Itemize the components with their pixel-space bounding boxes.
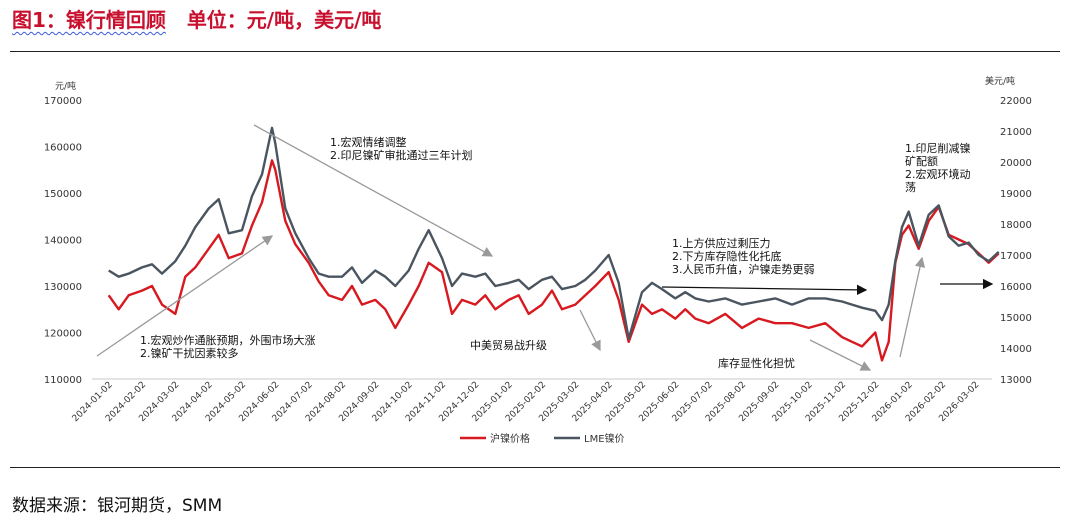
- right-axis-tick: 21000: [1000, 127, 1032, 138]
- annotation-text: 3.人民币升值，沪镍走势更弱: [672, 262, 815, 276]
- top-divider: [10, 51, 1060, 52]
- annotation-text: 库存显性化担忧: [718, 356, 795, 370]
- annotation-arrow: [96, 235, 274, 357]
- left-axis-tick: 140000: [44, 236, 82, 247]
- annotation-text: 2.宏观环境动: [905, 167, 971, 181]
- annotation-text: 1.上方供应过剩压力: [672, 236, 771, 250]
- source-note: 数据来源：银河期货，SMM: [12, 496, 223, 516]
- annotation-text: 2.下方库存隐性化托底: [672, 249, 782, 263]
- right-axis-tick: 22000: [1000, 96, 1032, 107]
- right-axis-tick: 20000: [1000, 158, 1032, 169]
- left-axis-tick: 130000: [44, 282, 82, 293]
- annotation-text: 1.宏观情绪调整: [330, 135, 407, 149]
- bottom-divider: [10, 467, 1060, 468]
- left-axis-tick: 170000: [44, 96, 82, 107]
- left-axis-tick: 110000: [44, 375, 82, 386]
- figure-label: 图1：镍行情回顾: [12, 8, 166, 32]
- annotation-arrow: [253, 124, 494, 257]
- annotation-text: 2.印尼镍矿审批通过三年计划: [330, 148, 473, 162]
- right-axis-tick: 16000: [1000, 282, 1032, 293]
- legend-label: 沪镍价格: [490, 432, 530, 445]
- left-axis-unit: 元/吨: [55, 80, 76, 92]
- annotation-arrow: [899, 256, 926, 358]
- series-line-lme: [108, 126, 1000, 340]
- left-axis-tick: 150000: [44, 189, 82, 200]
- unit-label: 单位：元/吨，美元/吨: [186, 8, 382, 32]
- left-axis-tick: 120000: [44, 329, 82, 340]
- left-axis-tick: 160000: [44, 143, 82, 154]
- figure-title: 图1：镍行情回顾 单位：元/吨，美元/吨: [12, 4, 381, 33]
- annotation-text: 荡: [905, 181, 916, 194]
- right-axis-tick: 13000: [1000, 375, 1032, 386]
- right-axis-tick: 18000: [1000, 220, 1032, 231]
- right-axis-tick: 14000: [1000, 344, 1032, 355]
- annotation-text: 1.宏观炒作通胀预期，外围市场大涨: [140, 333, 316, 347]
- series-line-shfe: [107, 159, 1000, 362]
- right-axis-unit: 美元/吨: [985, 75, 1015, 87]
- right-axis-tick: 17000: [1000, 251, 1032, 262]
- annotation-arrow: [579, 309, 601, 352]
- annotation-arrow: [661, 284, 868, 296]
- annotation-text: 1.印尼削减镍: [905, 141, 971, 155]
- annotation-text: 中美贸易战升级: [470, 339, 547, 352]
- annotation-text: 2.镍矿干扰因素较多: [140, 346, 239, 360]
- annotation-arrow: [809, 339, 872, 371]
- legend-label: LME镍价: [584, 432, 625, 445]
- right-axis-tick: 19000: [1000, 189, 1032, 200]
- right-axis-tick: 15000: [1000, 313, 1032, 324]
- annotation-text: 矿配额: [905, 155, 938, 168]
